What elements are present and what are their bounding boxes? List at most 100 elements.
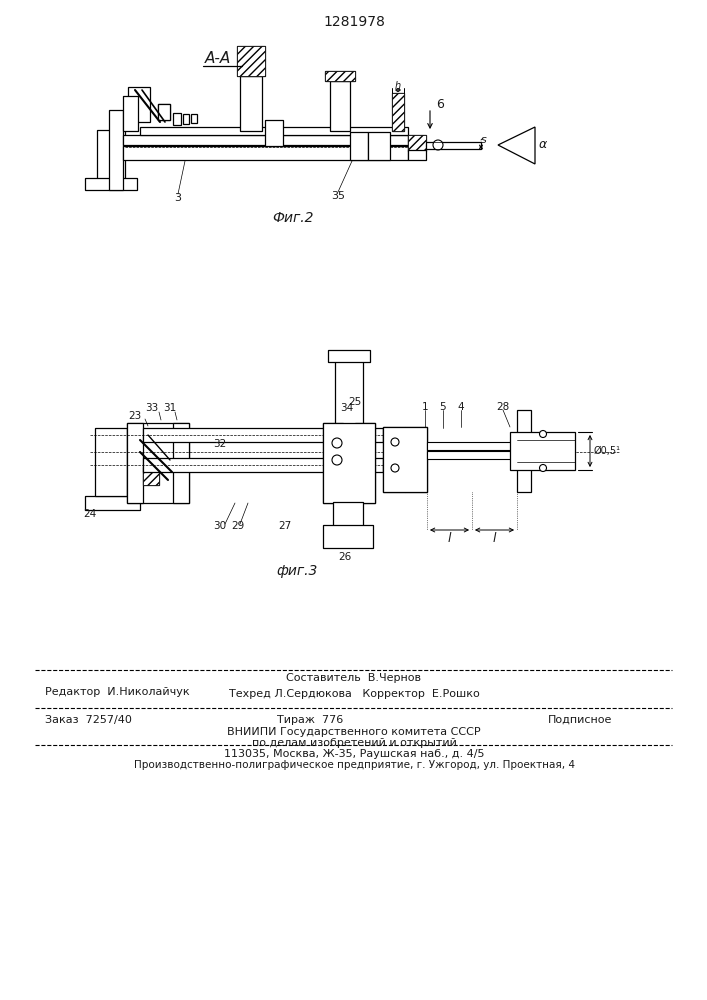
Bar [127,423,143,503]
Text: 34: 34 [340,403,354,413]
Bar [405,427,427,492]
Bar [237,46,265,76]
Circle shape [391,464,399,472]
Text: l: l [492,532,496,544]
Bar [123,96,138,131]
Text: 1281978: 1281978 [323,15,385,29]
Text: 4: 4 [457,402,464,412]
Text: 35: 35 [331,191,345,201]
Text: 113035, Москва, Ж-35, Раушская наб., д. 4/5: 113035, Москва, Ж-35, Раушская наб., д. … [223,749,484,759]
Bar [383,427,405,492]
Bar [426,142,481,149]
Text: l: l [448,532,451,544]
Bar [123,96,138,131]
Bar [335,360,363,428]
Bar [95,428,127,496]
Bar [350,132,368,160]
Text: 24: 24 [83,509,97,519]
Bar [158,104,170,120]
Bar [173,423,189,503]
Text: Фиг.2: Фиг.2 [272,211,314,225]
Bar [330,81,350,131]
Circle shape [332,455,342,465]
Text: по делам изобретений и открытий: по делам изобретений и открытий [252,738,457,748]
Bar [383,427,405,492]
Text: Заказ  7257/40: Заказ 7257/40 [45,715,132,725]
Bar [85,178,137,190]
Bar [426,142,481,149]
Text: Производственно-полиграфическое предприятие, г. Ужгород, ул. Проектная, 4: Производственно-полиграфическое предприя… [134,760,575,770]
Bar [97,130,125,180]
Bar [335,360,363,428]
Bar [128,87,150,122]
Bar [408,135,426,151]
Bar [323,423,343,503]
Bar [143,458,383,472]
Bar [383,427,427,492]
Text: 32: 32 [214,439,227,449]
Circle shape [539,464,547,472]
Bar [191,114,197,123]
Bar [183,114,189,124]
Text: 3: 3 [175,193,182,203]
Bar [323,525,373,548]
Bar [325,71,355,81]
Text: фиг.3: фиг.3 [276,564,317,578]
Bar [123,146,408,160]
Bar [143,467,159,485]
Bar [408,150,426,160]
Bar [333,502,363,526]
Circle shape [391,438,399,446]
Text: 31: 31 [163,403,177,413]
Bar [355,423,375,503]
Text: 23: 23 [129,411,141,421]
Bar [427,451,517,459]
Text: Редактор  И.Николайчук: Редактор И.Николайчук [45,687,189,697]
Bar [85,496,140,510]
Bar [333,502,363,526]
Text: 28: 28 [496,402,510,412]
Bar [328,350,370,362]
Text: A-A: A-A [205,51,231,66]
Text: Техред Л.Сердюкова   Корректор  Е.Рошко: Техред Л.Сердюкова Корректор Е.Рошко [228,689,479,699]
Bar [143,467,159,485]
Bar [140,127,408,135]
Bar [517,410,531,492]
Bar [510,432,575,470]
Text: 5: 5 [440,402,446,412]
Bar [97,130,125,180]
Circle shape [433,140,443,150]
Text: Тираж  776: Тираж 776 [277,715,343,725]
Bar [408,135,426,151]
Circle shape [539,430,547,438]
Bar [173,423,189,503]
Bar [328,350,370,362]
Bar [408,150,426,160]
Bar [240,76,262,131]
Text: s: s [481,135,487,145]
Bar [392,93,404,131]
Bar [325,71,355,81]
Text: Ø0,5¹: Ø0,5¹ [594,446,621,456]
Bar [173,113,181,125]
Bar [405,427,427,492]
Text: 26: 26 [339,552,351,562]
Bar [427,442,517,450]
Bar [350,132,368,160]
Text: α: α [539,138,547,151]
Text: ВНИИПИ Государственного комитета СССР: ВНИИПИ Государственного комитета СССР [227,727,481,737]
Bar [95,428,127,496]
Bar [355,423,375,503]
Bar [368,132,390,160]
Bar [85,496,140,510]
Text: 1: 1 [421,402,428,412]
Text: 30: 30 [214,521,226,531]
Bar [330,81,350,131]
Text: 25: 25 [349,397,361,407]
Text: 27: 27 [279,521,291,531]
Bar [323,423,343,503]
Bar [265,120,283,146]
Bar [323,525,373,548]
Bar [392,93,404,131]
Bar [368,132,390,160]
